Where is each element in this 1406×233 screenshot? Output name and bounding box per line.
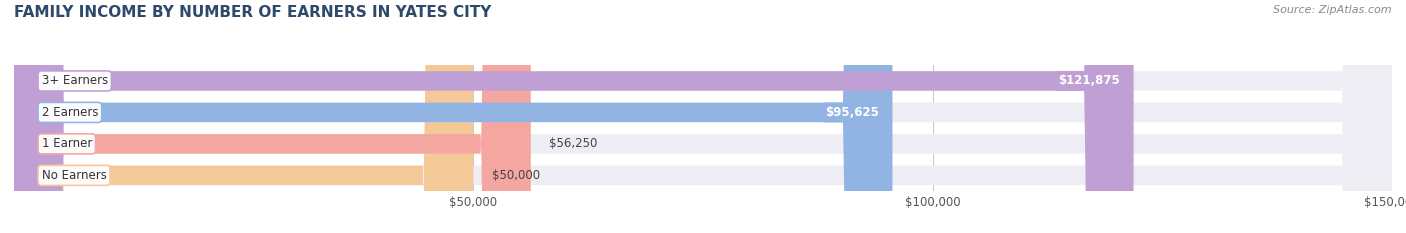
- FancyBboxPatch shape: [14, 0, 1392, 233]
- FancyBboxPatch shape: [14, 0, 474, 233]
- Text: $50,000: $50,000: [492, 169, 540, 182]
- Text: No Earners: No Earners: [42, 169, 107, 182]
- FancyBboxPatch shape: [14, 0, 1392, 233]
- FancyBboxPatch shape: [14, 0, 1392, 233]
- FancyBboxPatch shape: [14, 0, 1392, 233]
- Text: $121,875: $121,875: [1059, 75, 1119, 87]
- Text: $56,250: $56,250: [550, 137, 598, 150]
- FancyBboxPatch shape: [14, 0, 531, 233]
- FancyBboxPatch shape: [14, 0, 893, 233]
- Text: FAMILY INCOME BY NUMBER OF EARNERS IN YATES CITY: FAMILY INCOME BY NUMBER OF EARNERS IN YA…: [14, 5, 492, 20]
- FancyBboxPatch shape: [14, 0, 1133, 233]
- Text: $95,625: $95,625: [825, 106, 879, 119]
- Text: 2 Earners: 2 Earners: [42, 106, 98, 119]
- Text: Source: ZipAtlas.com: Source: ZipAtlas.com: [1274, 5, 1392, 15]
- Text: 1 Earner: 1 Earner: [42, 137, 91, 150]
- Text: 3+ Earners: 3+ Earners: [42, 75, 108, 87]
